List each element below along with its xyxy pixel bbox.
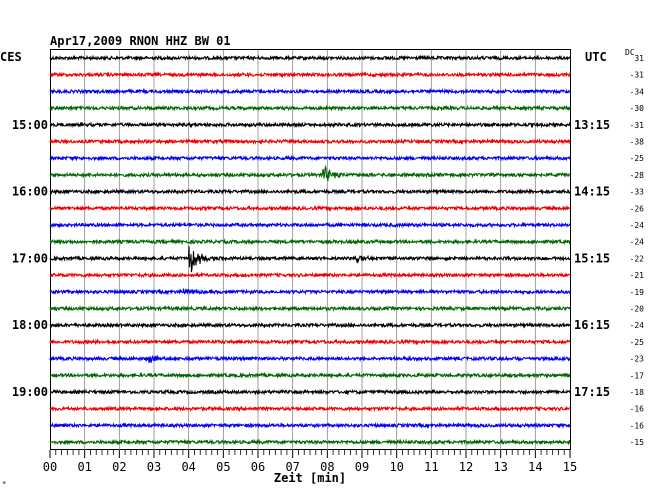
dc-offset-20: -18 — [630, 388, 645, 397]
trace-row-12 — [49, 246, 571, 273]
right-hour-label-4: 17:15 — [574, 385, 610, 399]
dc-offset-23: -15 — [630, 438, 645, 447]
dc-offset-5: -38 — [630, 138, 645, 147]
trace-row-15 — [49, 304, 571, 313]
trace-row-21 — [49, 405, 571, 413]
plot-frame — [50, 49, 571, 450]
trace-row-5 — [49, 137, 571, 146]
dc-offset-22: -16 — [630, 421, 645, 430]
dc-header-label: DC — [625, 48, 635, 57]
left-hour-label-0: 15:00 — [12, 118, 48, 132]
trace-row-17 — [49, 338, 571, 346]
left-hour-label-1: 16:00 — [12, 185, 48, 199]
trace-row-3 — [49, 104, 571, 112]
seismic-traces — [49, 54, 571, 446]
trace-row-20 — [49, 388, 571, 396]
x-tick-label-15: 15 — [563, 460, 577, 474]
dc-offset-15: -20 — [630, 305, 645, 314]
trace-row-10 — [49, 221, 571, 229]
trace-row-7 — [49, 164, 571, 181]
right-timezone-label: UTC — [585, 50, 607, 64]
x-tick-label-04: 04 — [181, 460, 195, 474]
dc-offset-21: -16 — [630, 405, 645, 414]
dc-offset-7: -28 — [630, 171, 645, 180]
dc-offset-14: -19 — [630, 288, 645, 297]
trace-row-14 — [49, 288, 571, 296]
trace-row-23 — [49, 438, 571, 446]
dc-offset-17: -25 — [630, 338, 645, 347]
x-tick-label-01: 01 — [77, 460, 91, 474]
trace-row-8 — [49, 188, 571, 196]
x-tick-label-12: 12 — [459, 460, 473, 474]
dc-offset-16: -24 — [630, 321, 645, 330]
x-tick-label-00: 00 — [43, 460, 57, 474]
trace-row-0 — [49, 54, 571, 62]
right-hour-label-3: 16:15 — [574, 318, 610, 332]
corner-mark: * — [2, 480, 6, 488]
trace-row-22 — [49, 421, 571, 429]
x-tick-label-05: 05 — [216, 460, 230, 474]
dc-offset-11: -24 — [630, 238, 645, 247]
trace-row-13 — [49, 271, 571, 279]
trace-row-19 — [49, 371, 571, 379]
left-hour-label-2: 17:00 — [12, 251, 48, 265]
x-tick-label-02: 02 — [112, 460, 126, 474]
dc-offset-8: -33 — [630, 188, 645, 197]
x-tick-label-06: 06 — [251, 460, 265, 474]
x-tick-label-07: 07 — [285, 460, 299, 474]
x-tick-label-09: 09 — [355, 460, 369, 474]
x-axis: 00 01 02 03 04 05 06 07 08 09 10 11 12 13 14 15 — [43, 450, 577, 474]
dc-offset-13: -21 — [630, 271, 645, 280]
minute-grid — [84, 50, 536, 450]
dc-offset-0: 31 — [634, 54, 644, 63]
x-tick-label-13: 13 — [493, 460, 507, 474]
trace-row-4 — [49, 121, 571, 129]
right-hour-label-0: 13:15 — [574, 118, 610, 132]
left-hour-label-3: 18:00 — [12, 318, 48, 332]
x-tick-label-03: 03 — [147, 460, 161, 474]
dc-offset-12: -22 — [630, 254, 645, 263]
trace-row-11 — [49, 238, 571, 246]
dc-offset-6: -25 — [630, 154, 645, 163]
trace-row-9 — [49, 204, 571, 212]
dc-offset-18: -23 — [630, 355, 645, 364]
right-hour-labels: 13:15 14:15 15:15 16:15 17:15 — [574, 118, 610, 399]
trace-row-6 — [49, 154, 571, 162]
x-tick-label-10: 10 — [389, 460, 403, 474]
x-tick-label-14: 14 — [528, 460, 542, 474]
left-timezone-label: CES — [0, 50, 22, 64]
left-hour-label-4: 19:00 — [12, 385, 48, 399]
dc-offset-labels: 31 -31 -34 -30 -31 -38 -25 -28 -33 -26 -24 -24 -22 -2… — [630, 54, 645, 447]
x-tick-label-08: 08 — [320, 460, 334, 474]
dc-offset-2: -34 — [630, 87, 645, 96]
dc-offset-10: -24 — [630, 221, 645, 230]
trace-row-18 — [49, 354, 571, 364]
dc-offset-3: -30 — [630, 104, 645, 113]
x-tick-label-11: 11 — [424, 460, 438, 474]
right-hour-label-2: 15:15 — [574, 251, 610, 265]
left-hour-labels: 15:00 16:00 17:00 18:00 19:00 — [12, 118, 48, 399]
dc-offset-19: -17 — [630, 371, 645, 380]
trace-row-16 — [49, 321, 571, 329]
trace-row-1 — [49, 71, 571, 79]
chart-title: Apr17,2009 RNON HHZ BW 01 — [50, 34, 231, 48]
dc-offset-9: -26 — [630, 204, 645, 213]
trace-row-2 — [49, 87, 571, 96]
x-axis-label: Zeit [min] — [274, 471, 346, 485]
dc-offset-1: -31 — [630, 71, 645, 80]
right-hour-label-1: 14:15 — [574, 185, 610, 199]
dc-offset-4: -31 — [630, 121, 645, 130]
